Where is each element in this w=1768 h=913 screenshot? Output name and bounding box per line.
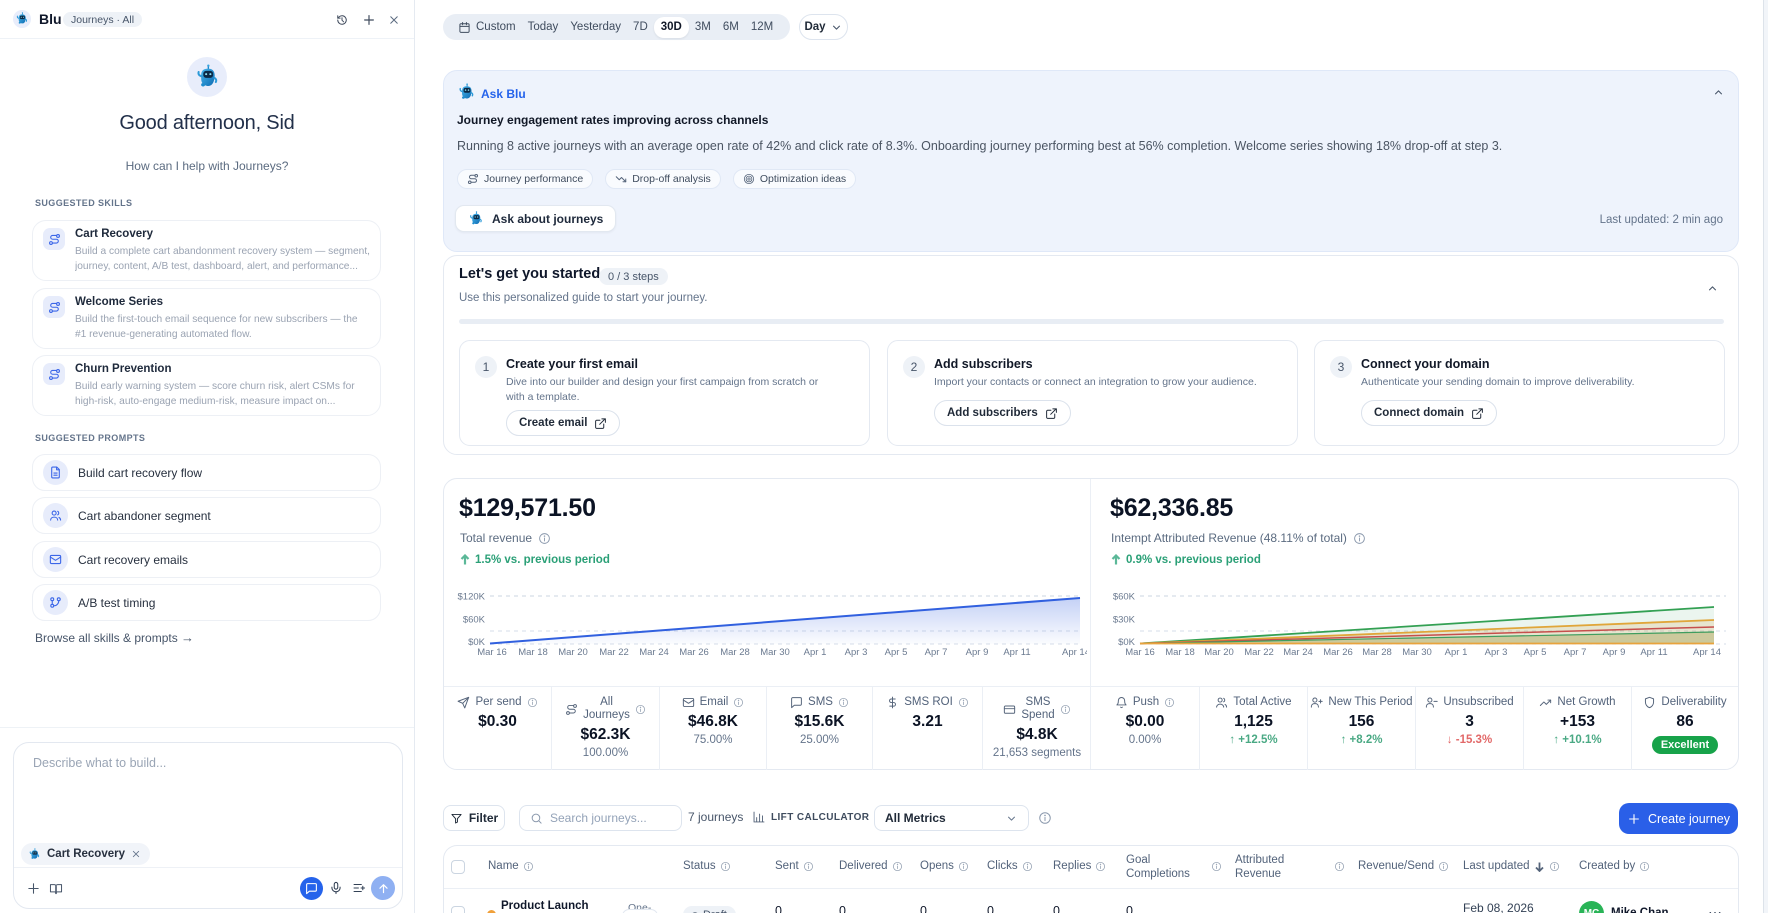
svg-text:Apr 11: Apr 11 [1003,647,1030,658]
svg-text:Mar 30: Mar 30 [1402,647,1432,658]
svg-text:$60K: $60K [1113,592,1136,603]
svg-text:Mar 26: Mar 26 [1323,647,1353,658]
svg-text:Mar 22: Mar 22 [1244,647,1274,658]
svg-text:Mar 24: Mar 24 [639,647,669,658]
svg-text:Mar 18: Mar 18 [518,647,548,658]
svg-text:Apr 5: Apr 5 [1524,647,1547,658]
svg-text:Apr 7: Apr 7 [925,647,948,658]
svg-text:$60K: $60K [463,615,486,626]
svg-text:Mar 26: Mar 26 [679,647,709,658]
svg-text:Mar 20: Mar 20 [558,647,588,658]
svg-text:Mar 24: Mar 24 [1283,647,1313,658]
svg-text:Mar 28: Mar 28 [720,647,750,658]
svg-text:Mar 30: Mar 30 [760,647,790,658]
svg-text:Apr 1: Apr 1 [804,647,827,658]
svg-text:Apr 9: Apr 9 [1603,647,1626,658]
svg-text:Apr 7: Apr 7 [1564,647,1587,658]
svg-text:Mar 20: Mar 20 [1204,647,1234,658]
svg-text:$0K: $0K [468,637,486,648]
svg-text:Mar 16: Mar 16 [1125,647,1155,658]
svg-text:$0K: $0K [1118,637,1136,648]
svg-text:Mar 18: Mar 18 [1165,647,1195,658]
svg-text:Apr 14: Apr 14 [1062,647,1087,658]
svg-text:Mar 28: Mar 28 [1362,647,1392,658]
svg-text:Apr 9: Apr 9 [966,647,989,658]
svg-text:Apr 14: Apr 14 [1693,647,1721,658]
svg-text:Mar 22: Mar 22 [599,647,629,658]
svg-text:Apr 3: Apr 3 [845,647,868,658]
svg-text:$120K: $120K [458,592,486,603]
svg-text:Apr 3: Apr 3 [1485,647,1508,658]
svg-text:Mar 16: Mar 16 [477,647,507,658]
svg-text:Apr 11: Apr 11 [1640,647,1667,658]
svg-text:Apr 1: Apr 1 [1445,647,1468,658]
svg-text:Apr 5: Apr 5 [885,647,908,658]
svg-text:$30K: $30K [1113,615,1136,626]
